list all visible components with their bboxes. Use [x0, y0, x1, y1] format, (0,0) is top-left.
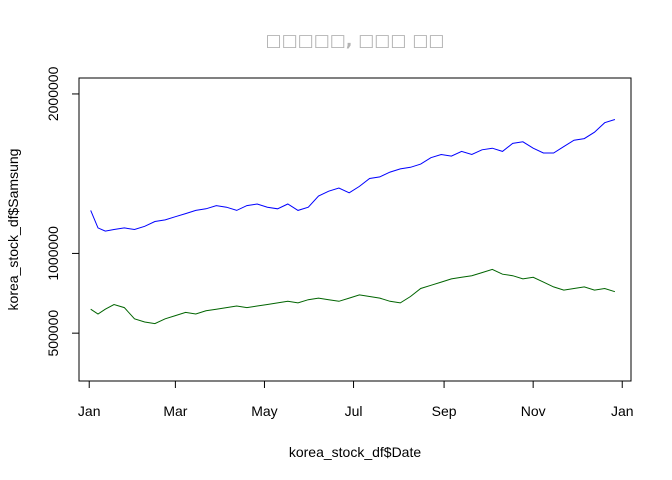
y-tick-label: 1000000 — [45, 226, 61, 281]
series-layer — [90, 119, 616, 325]
y-tick-label: 500000 — [45, 310, 61, 357]
x-axis-label: korea_stock_df$Date — [289, 444, 422, 460]
y-axis: 500000 1000000 2000000 — [45, 66, 80, 357]
x-axis: Jan Mar May Jul Sep Nov Jan — [78, 380, 634, 419]
x-tick-label: Nov — [521, 403, 546, 419]
chart-title: □□□□□, □□□ □□ — [266, 31, 445, 51]
y-axis-label: korea_stock_df$Samsung — [5, 149, 21, 311]
plot-frame — [78, 77, 632, 382]
x-tick-label: Sep — [432, 403, 457, 419]
series-line-1 — [90, 119, 616, 232]
x-tick-label: Jan — [78, 403, 101, 419]
series-line-2 — [90, 268, 616, 325]
x-tick-label: Mar — [163, 403, 187, 419]
y-tick-label: 2000000 — [45, 66, 61, 121]
x-tick-label: Jan — [611, 403, 634, 419]
x-tick-label: May — [251, 403, 277, 419]
x-tick-label: Jul — [345, 403, 363, 419]
